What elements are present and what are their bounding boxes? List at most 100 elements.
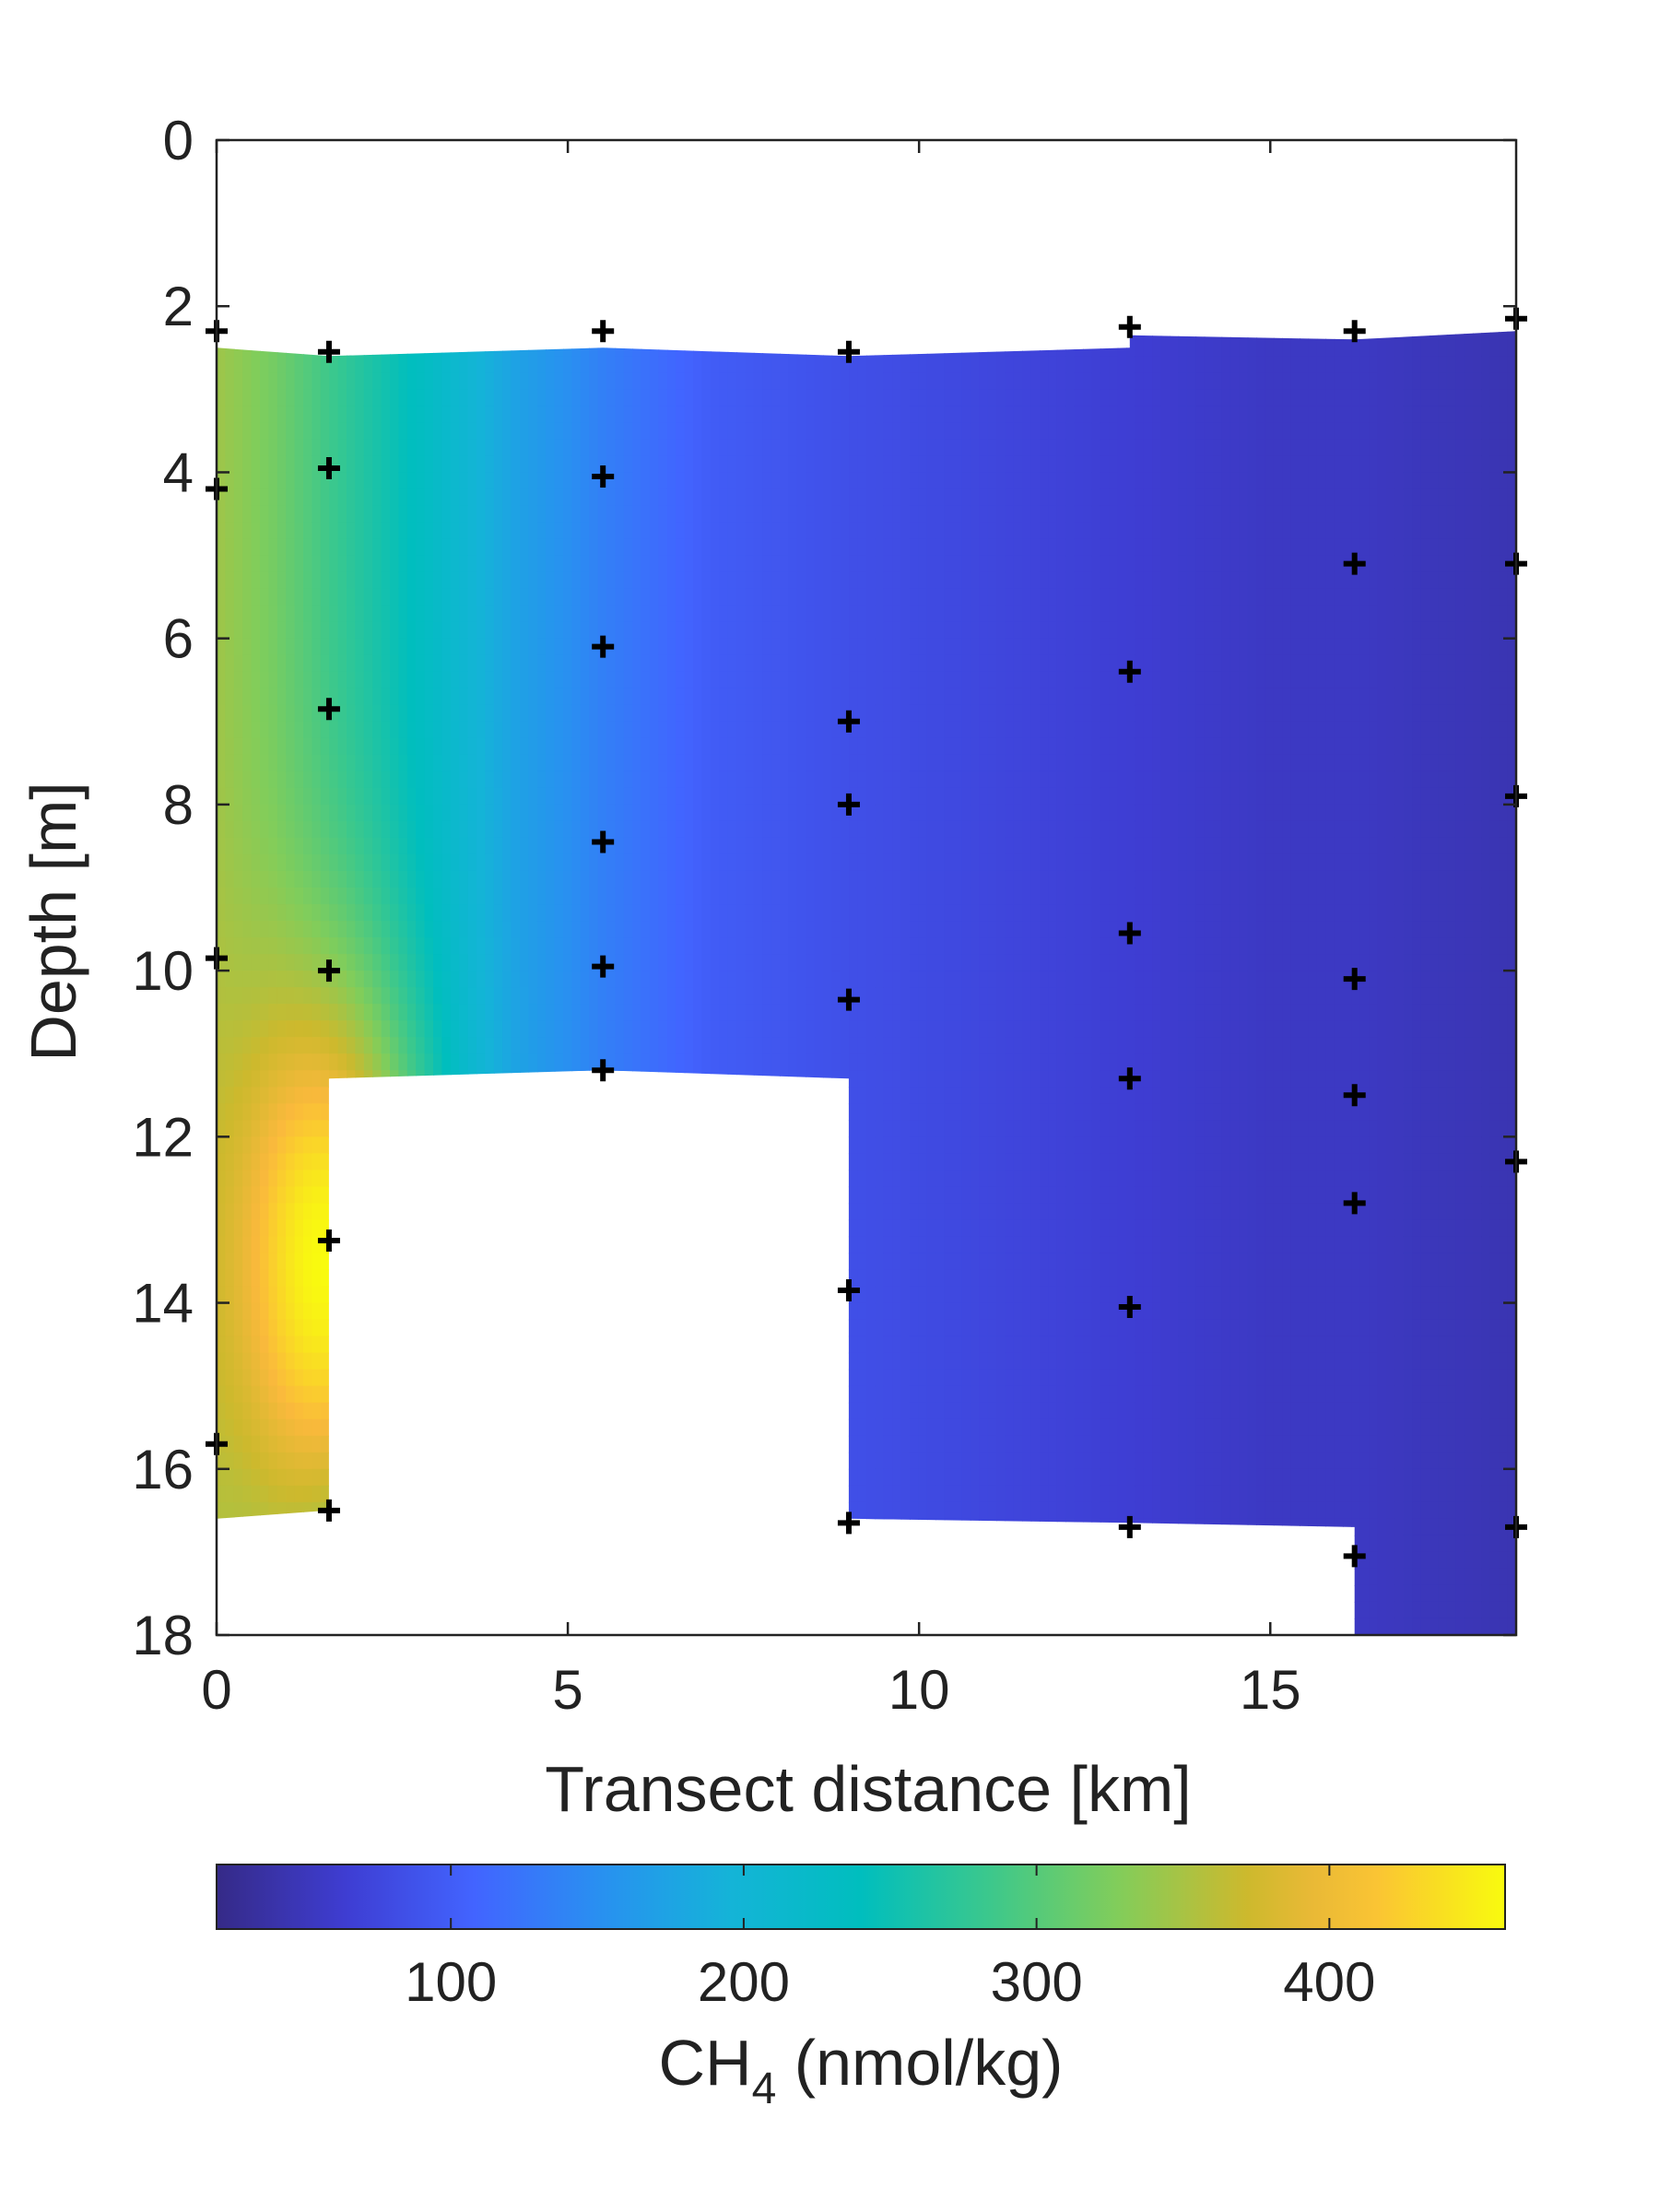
heat-cell: [251, 1203, 261, 1221]
heat-cell: [580, 1518, 590, 1536]
heat-cell: [286, 1170, 296, 1188]
heat-cell: [528, 273, 537, 290]
heat-cell: [416, 820, 426, 839]
heat-cell: [641, 331, 651, 341]
heat-cell: [225, 256, 234, 274]
heat-cell: [390, 555, 400, 573]
heat-cell: [217, 1170, 227, 1188]
heat-cell: [650, 621, 660, 640]
heat-cell: [242, 621, 253, 640]
heat-cell: [416, 1004, 426, 1021]
heat-cell: [372, 671, 382, 689]
heat-cell: [485, 1568, 495, 1586]
heat-cell: [217, 206, 226, 224]
heat-cell: [546, 256, 555, 274]
heat-cell: [260, 1203, 270, 1221]
heat-cell: [424, 1468, 434, 1487]
heat-cell: [684, 538, 694, 557]
heat-cell: [536, 888, 547, 905]
heat-cell: [372, 1335, 382, 1354]
heat-cell: [650, 206, 659, 224]
heat-cell: [303, 256, 312, 274]
heat-cell: [502, 1568, 512, 1586]
heat-cell: [467, 870, 477, 888]
heat-cell: [286, 555, 296, 573]
heat-cell: [615, 1053, 625, 1072]
heat-cell: [606, 1253, 617, 1271]
heat-cell: [571, 870, 582, 888]
heat-cell: [398, 987, 408, 1005]
heat-cell: [632, 1501, 642, 1520]
heat-cell: [233, 1468, 243, 1487]
heat-cell: [416, 1053, 426, 1072]
heat-cell: [363, 372, 373, 391]
heat-cell: [329, 1302, 339, 1321]
heat-cell: [477, 1385, 487, 1404]
heat-cell: [312, 971, 322, 988]
heat-cell: [286, 820, 296, 839]
heat-cell: [406, 1568, 417, 1586]
heat-cell: [546, 1618, 556, 1635]
heat-cell: [546, 505, 556, 524]
heat-cell: [606, 1551, 617, 1570]
heat-cell: [424, 1385, 434, 1404]
heat-cell: [485, 488, 495, 507]
heat-cell: [632, 1568, 642, 1586]
heat-cell: [441, 1535, 452, 1553]
heat-cell: [398, 1551, 408, 1570]
heat-cell: [589, 1120, 599, 1138]
heat-cell: [251, 954, 261, 971]
heat-cell: [658, 273, 667, 290]
heat-cell: [398, 505, 408, 524]
heat-cell: [580, 1369, 590, 1387]
heat-cell: [684, 937, 694, 955]
heat-cell: [597, 1219, 607, 1238]
heat-cell: [571, 1402, 582, 1420]
heat-cell: [364, 256, 373, 274]
heat-cell: [294, 1170, 304, 1188]
heat-cell: [416, 1618, 426, 1635]
heat-cell: [217, 1385, 227, 1404]
heat-cell: [260, 190, 269, 207]
heat-cell: [650, 1087, 660, 1105]
heat-cell: [520, 1004, 530, 1021]
heat-cell: [217, 1053, 227, 1072]
heat-cell: [650, 1618, 660, 1635]
heat-cell: [571, 1518, 582, 1536]
heat-cell: [381, 870, 391, 888]
heat-cell: [276, 870, 287, 888]
heat-cell: [217, 1452, 227, 1470]
heat-cell: [398, 1219, 408, 1238]
heat-cell: [589, 654, 599, 673]
heat-cell: [233, 654, 243, 673]
heat-cell: [632, 754, 642, 772]
heat-cell: [329, 688, 339, 706]
heat-cell: [468, 206, 477, 224]
heat-cell: [268, 488, 278, 507]
heat-cell: [217, 853, 227, 872]
heat-cell: [312, 157, 321, 174]
heat-cell: [260, 1468, 270, 1487]
heat-cell: [372, 1286, 382, 1304]
heat-cell: [676, 1219, 686, 1238]
heat-cell: [581, 157, 590, 174]
heat-cell: [502, 1186, 512, 1205]
heat-cell: [320, 921, 330, 938]
heat-cell: [554, 1352, 564, 1371]
heat-cell: [329, 721, 339, 739]
heat-cell: [225, 987, 235, 1005]
heat-cell: [217, 488, 227, 507]
heat-cell: [329, 1087, 339, 1105]
heat-cell: [337, 1568, 347, 1586]
heat-cell: [242, 571, 253, 590]
heat-cell: [632, 771, 642, 789]
heat-cell: [676, 1170, 686, 1188]
heat-cell: [511, 688, 521, 706]
heat-cell: [502, 737, 512, 756]
heat-cell: [676, 206, 685, 224]
heat-cell: [260, 638, 270, 656]
heat-cell: [546, 206, 555, 224]
heat-cell: [554, 1584, 564, 1603]
heat-cell: [606, 971, 617, 988]
heat-cell: [467, 1203, 477, 1221]
